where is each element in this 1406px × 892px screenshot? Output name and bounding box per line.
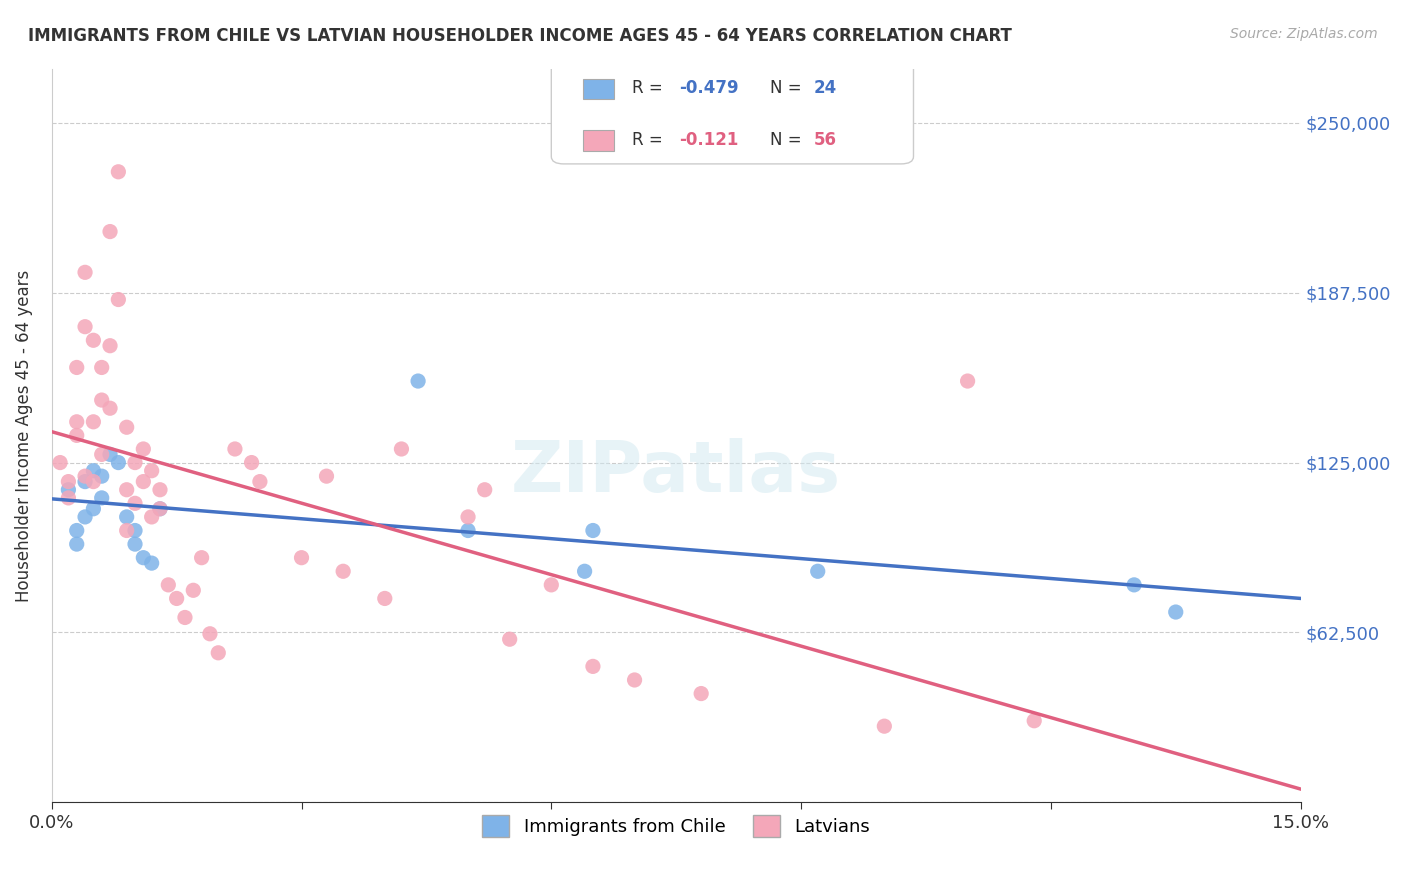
Text: 56: 56 xyxy=(814,131,837,149)
Text: -0.479: -0.479 xyxy=(679,79,738,97)
Point xyxy=(157,578,180,592)
Point xyxy=(49,456,72,470)
Point xyxy=(107,456,129,470)
Point xyxy=(82,475,104,489)
FancyBboxPatch shape xyxy=(551,54,914,164)
Point xyxy=(107,293,129,307)
Point xyxy=(690,687,713,701)
Point xyxy=(58,475,80,489)
Text: R =: R = xyxy=(633,131,673,149)
Point xyxy=(181,583,204,598)
Point xyxy=(332,564,354,578)
Point xyxy=(149,483,172,497)
Point xyxy=(115,524,138,538)
Text: N =: N = xyxy=(770,79,807,97)
Point xyxy=(249,475,271,489)
Point xyxy=(149,501,172,516)
Point xyxy=(190,550,212,565)
Legend: Immigrants from Chile, Latvians: Immigrants from Chile, Latvians xyxy=(475,808,877,845)
Point xyxy=(499,632,522,647)
Point xyxy=(391,442,413,456)
Point xyxy=(124,496,146,510)
Point xyxy=(124,456,146,470)
Point xyxy=(124,524,146,538)
FancyBboxPatch shape xyxy=(582,130,614,151)
Point xyxy=(115,420,138,434)
Point xyxy=(374,591,396,606)
Y-axis label: Householder Income Ages 45 - 64 years: Householder Income Ages 45 - 64 years xyxy=(15,269,32,601)
Point xyxy=(73,510,96,524)
Point xyxy=(1164,605,1187,619)
Text: ZIPatlas: ZIPatlas xyxy=(512,438,841,507)
Point xyxy=(66,524,89,538)
Point xyxy=(73,265,96,279)
Point xyxy=(141,510,163,524)
Point xyxy=(807,564,830,578)
Point xyxy=(107,165,129,179)
Point xyxy=(198,627,221,641)
Point xyxy=(82,333,104,347)
Point xyxy=(73,319,96,334)
Point xyxy=(873,719,896,733)
Point xyxy=(90,360,112,375)
Point xyxy=(1024,714,1046,728)
Text: 24: 24 xyxy=(814,79,837,97)
Point xyxy=(207,646,229,660)
Point xyxy=(1123,578,1146,592)
Point xyxy=(98,339,121,353)
Point xyxy=(124,537,146,551)
Text: R =: R = xyxy=(633,79,668,97)
Text: Source: ZipAtlas.com: Source: ZipAtlas.com xyxy=(1230,27,1378,41)
Point xyxy=(540,578,562,592)
Point xyxy=(132,442,155,456)
Point xyxy=(474,483,496,497)
Point xyxy=(58,491,80,505)
Point xyxy=(98,447,121,461)
Point xyxy=(224,442,246,456)
Point xyxy=(132,550,155,565)
Point xyxy=(90,491,112,505)
Point xyxy=(66,360,89,375)
Point xyxy=(90,393,112,408)
FancyBboxPatch shape xyxy=(582,78,614,99)
Point xyxy=(315,469,337,483)
Point xyxy=(149,501,172,516)
Point xyxy=(58,483,80,497)
Point xyxy=(166,591,188,606)
Point xyxy=(623,673,645,687)
Point xyxy=(66,415,89,429)
Point xyxy=(73,475,96,489)
Point xyxy=(98,401,121,416)
Point xyxy=(82,464,104,478)
Point xyxy=(82,415,104,429)
Point xyxy=(582,524,605,538)
Point xyxy=(582,659,605,673)
Point xyxy=(457,510,479,524)
Text: IMMIGRANTS FROM CHILE VS LATVIAN HOUSEHOLDER INCOME AGES 45 - 64 YEARS CORRELATI: IMMIGRANTS FROM CHILE VS LATVIAN HOUSEHO… xyxy=(28,27,1012,45)
Point xyxy=(141,464,163,478)
Point xyxy=(174,610,197,624)
Point xyxy=(66,428,89,442)
Point xyxy=(90,447,112,461)
Point xyxy=(956,374,979,388)
Point xyxy=(98,225,121,239)
Point xyxy=(141,556,163,570)
Point xyxy=(90,469,112,483)
Point xyxy=(406,374,429,388)
Point xyxy=(73,469,96,483)
Point xyxy=(82,501,104,516)
Text: N =: N = xyxy=(770,131,807,149)
Point xyxy=(290,550,312,565)
Point xyxy=(240,456,263,470)
Point xyxy=(115,510,138,524)
Point xyxy=(574,564,596,578)
Point xyxy=(66,537,89,551)
Point xyxy=(132,475,155,489)
Point xyxy=(115,483,138,497)
Text: -0.121: -0.121 xyxy=(679,131,738,149)
Point xyxy=(457,524,479,538)
